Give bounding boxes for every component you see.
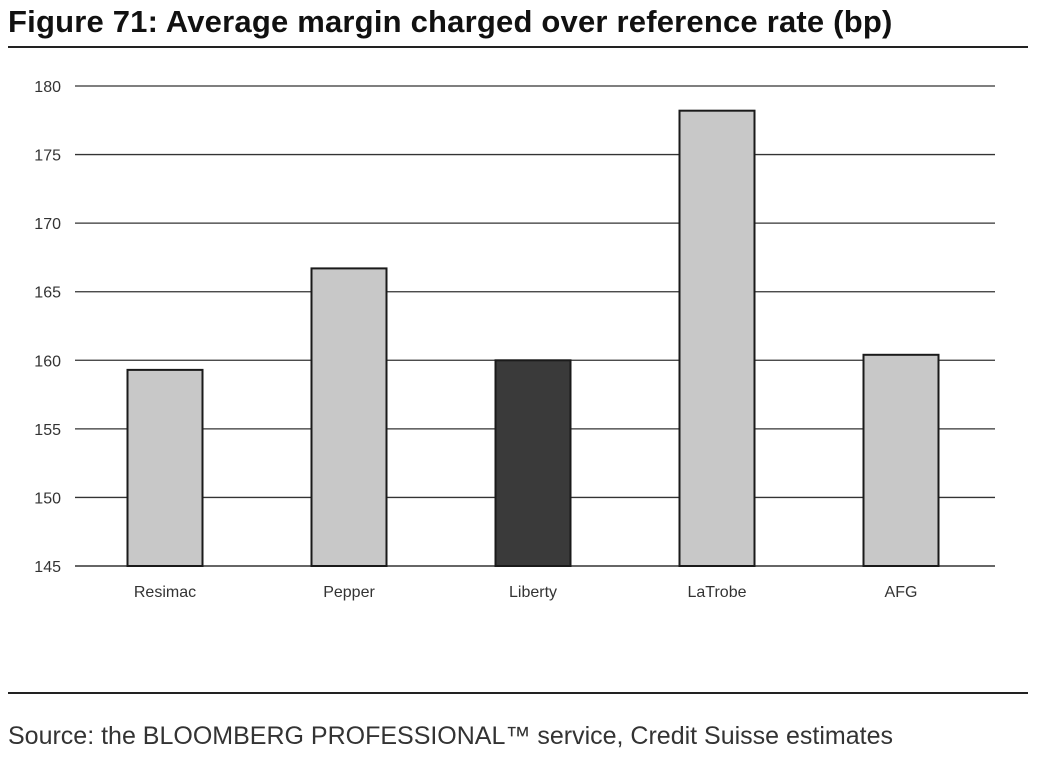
x-axis-ticks: Resimac Pepper Liberty LaTrobe AFG — [134, 584, 918, 601]
bar-afg — [862, 353, 940, 567]
x-tick-label: AFG — [885, 584, 918, 601]
bar-chart: 145 150 155 160 165 170 175 180 Resimac Pepper Li… — [34, 79, 995, 601]
x-tick-label: LaTrobe — [688, 584, 747, 601]
y-tick-label: 165 — [34, 285, 61, 302]
bars — [126, 109, 940, 568]
figure-title: Figure 71: Average margin charged over r… — [8, 4, 893, 39]
bar-resimac — [126, 368, 204, 567]
bar-latrobe — [678, 109, 756, 568]
y-axis-ticks: 145 150 155 160 165 170 175 180 — [34, 79, 61, 576]
y-tick-label: 145 — [34, 559, 61, 576]
x-tick-label: Pepper — [323, 584, 375, 601]
y-tick-label: 180 — [34, 79, 61, 96]
y-tick-label: 150 — [34, 490, 61, 507]
title-rule — [8, 46, 1028, 48]
bar-liberty — [494, 359, 572, 567]
gridlines — [75, 85, 995, 567]
y-tick-label: 160 — [34, 353, 61, 370]
bar-pepper — [310, 267, 388, 567]
x-tick-label: Liberty — [509, 584, 557, 601]
footer-rule — [8, 692, 1028, 694]
y-tick-label: 155 — [34, 422, 61, 439]
y-tick-label: 175 — [34, 148, 61, 165]
source-note: Source: the BLOOMBERG PROFESSIONAL™ serv… — [8, 722, 894, 750]
y-tick-label: 170 — [34, 216, 61, 233]
x-tick-label: Resimac — [134, 584, 196, 601]
